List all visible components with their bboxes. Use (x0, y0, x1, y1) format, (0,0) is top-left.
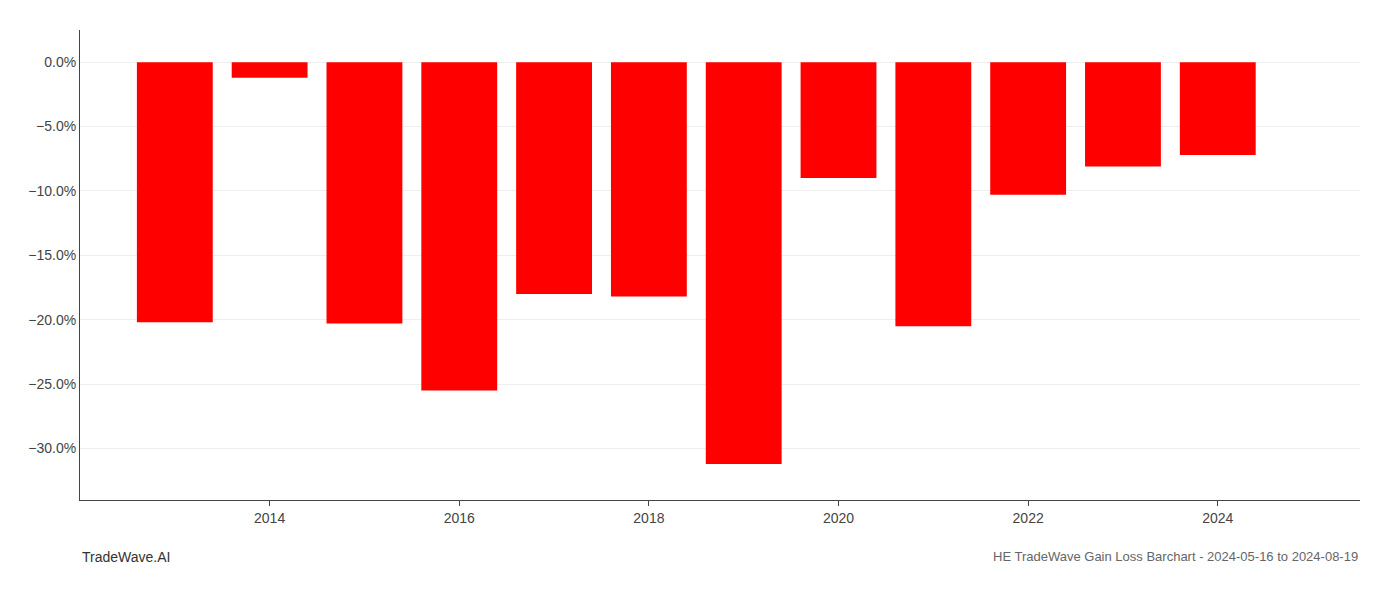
svg-text:−10.0%: −10.0% (28, 183, 76, 199)
svg-text:HE TradeWave Gain Loss Barchar: HE TradeWave Gain Loss Barchart - 2024-0… (993, 549, 1358, 564)
svg-text:2016: 2016 (444, 510, 475, 526)
svg-text:−20.0%: −20.0% (28, 312, 76, 328)
svg-text:−15.0%: −15.0% (28, 247, 76, 263)
svg-text:−25.0%: −25.0% (28, 376, 76, 392)
svg-text:TradeWave.AI: TradeWave.AI (82, 549, 170, 565)
svg-text:−5.0%: −5.0% (36, 118, 76, 134)
svg-text:0.0%: 0.0% (44, 54, 76, 70)
svg-text:2020: 2020 (823, 510, 854, 526)
svg-text:2024: 2024 (1202, 510, 1233, 526)
svg-text:2014: 2014 (254, 510, 285, 526)
svg-text:2018: 2018 (633, 510, 664, 526)
svg-text:−30.0%: −30.0% (28, 440, 76, 456)
svg-text:2022: 2022 (1013, 510, 1044, 526)
